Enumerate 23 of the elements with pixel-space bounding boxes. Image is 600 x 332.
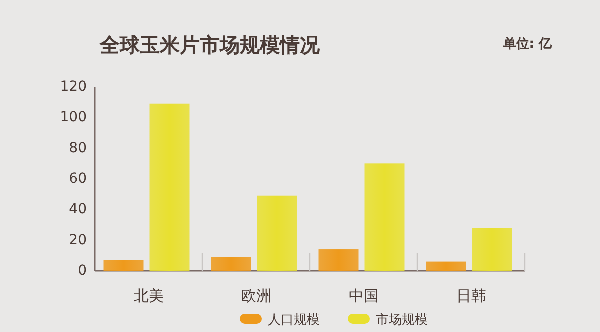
bar [150, 104, 190, 271]
chart-title: 全球玉米片市场规模情况 [99, 33, 321, 57]
legend-label: 人口规模 [268, 313, 320, 328]
bar [472, 228, 512, 271]
y-tick-label: 20 [69, 232, 87, 248]
bar [426, 262, 466, 271]
y-tick-label: 100 [60, 110, 87, 126]
x-tick-label: 中国 [348, 287, 379, 305]
x-tick-label: 北美 [134, 287, 164, 305]
text: 单位: 亿 [502, 36, 553, 52]
y-tick-label: 60 [69, 171, 87, 187]
bar [318, 250, 359, 271]
x-tick-label: 欧洲 [241, 287, 272, 305]
legend-label: 市场规模 [376, 313, 428, 328]
bar [104, 260, 144, 271]
bar [257, 196, 298, 271]
bar [364, 164, 405, 271]
bar [211, 257, 252, 271]
y-tick-label: 80 [69, 140, 87, 156]
y-tick-label: 0 [78, 263, 87, 279]
x-tick-label: 日韩 [456, 287, 486, 305]
y-tick-label: 120 [60, 79, 87, 95]
y-tick-label: 40 [69, 202, 87, 218]
